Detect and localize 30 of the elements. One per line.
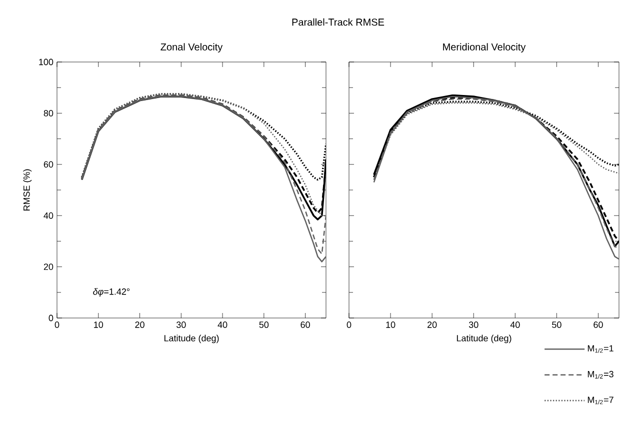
x-tick-label: 40 <box>218 322 228 328</box>
x-tick-label: 20 <box>428 322 437 328</box>
x-tick-label: 0 <box>346 322 352 328</box>
y-axis-title: RMSE (%) <box>23 169 32 211</box>
x-tick-label: 30 <box>468 322 478 328</box>
x-tick-label: 50 <box>259 322 269 328</box>
x-tick-label: 60 <box>300 322 310 328</box>
x-axis-title: Latitude (deg) <box>456 334 512 344</box>
x-axis-title: Latitude (deg) <box>164 334 219 344</box>
x-tick-label: 60 <box>594 322 603 328</box>
chart-subtitle: Zonal Velocity <box>160 43 223 52</box>
x-tick-label: 20 <box>135 322 144 328</box>
annotation: δφ=1.42° <box>93 288 130 297</box>
legend-label: M$_{1/2}$=3 <box>588 370 614 379</box>
chart-title: Parallel-Track RMSE <box>292 18 384 26</box>
x-tick-label: 10 <box>386 322 396 328</box>
y-tick-label: 0 <box>48 314 54 322</box>
x-tick-label: 30 <box>176 322 186 328</box>
x-tick-label: 50 <box>552 322 562 328</box>
x-tick-label: 10 <box>94 322 104 328</box>
x-tick-label: 0 <box>54 322 60 328</box>
legend-label: M$_{1/2}$=7 <box>588 396 614 404</box>
y-tick-label: 60 <box>44 161 54 168</box>
y-tick-label: 20 <box>44 264 54 270</box>
y-tick-label: 100 <box>39 58 54 66</box>
chart-title: Meridional Velocity <box>443 43 526 52</box>
x-tick-label: 40 <box>510 322 520 328</box>
y-tick-label: 40 <box>44 212 54 219</box>
y-tick-label: 80 <box>44 110 54 116</box>
legend-label: M$_{1/2}$=1 <box>588 345 614 353</box>
